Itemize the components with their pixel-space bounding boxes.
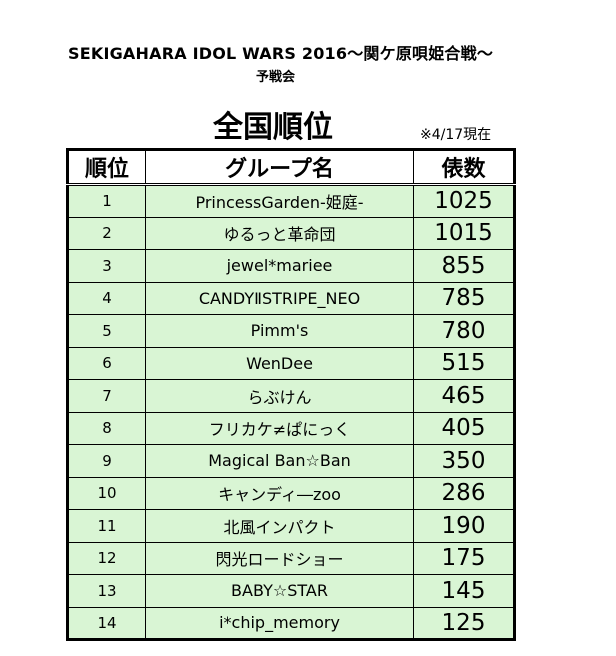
group-name-cell: 北風インパクト <box>145 509 414 543</box>
votes-cell: 175 <box>413 541 516 575</box>
rank-cell: 1 <box>66 184 146 218</box>
rank-cell: 4 <box>66 281 146 315</box>
column-header-rank: 順位 <box>66 148 146 186</box>
group-name-cell: WenDee <box>145 346 414 380</box>
table-row: 9 Magical Ban☆Ban 350 <box>66 444 516 478</box>
votes-cell: 1025 <box>413 184 516 218</box>
votes-cell: 780 <box>413 314 516 348</box>
votes-cell: 286 <box>413 476 516 510</box>
table-row: 5 Pimm's 780 <box>66 314 516 348</box>
rank-cell: 10 <box>66 476 146 510</box>
table-header-row: 順位 グループ名 俵数 <box>66 148 516 186</box>
votes-cell: 515 <box>413 346 516 380</box>
table-row: 14 i*chip_memory 125 <box>66 606 516 641</box>
votes-cell: 350 <box>413 444 516 478</box>
group-name-cell: PrincessGarden-姫庭- <box>145 184 414 218</box>
votes-cell: 1015 <box>413 216 516 250</box>
group-name-cell: i*chip_memory <box>145 606 414 641</box>
votes-cell: 405 <box>413 411 516 445</box>
group-name-cell: jewel*mariee <box>145 249 414 283</box>
ranking-heading: 全国順位 <box>213 110 333 145</box>
rank-cell: 13 <box>66 574 146 608</box>
rank-cell: 3 <box>66 249 146 283</box>
rank-cell: 2 <box>66 216 146 250</box>
rank-cell: 11 <box>66 509 146 543</box>
group-name-cell: CANDYⅡSTRIPE_NEO <box>145 281 414 315</box>
table-row: 3 jewel*mariee 855 <box>66 249 516 283</box>
votes-cell: 190 <box>413 509 516 543</box>
table-row: 8 フリカケ≠ぱにっく 405 <box>66 411 516 445</box>
votes-cell: 785 <box>413 281 516 315</box>
group-name-cell: らぶけん <box>145 379 414 413</box>
group-name-cell: Pimm's <box>145 314 414 348</box>
table-row: 1 PrincessGarden-姫庭- 1025 <box>66 184 516 218</box>
table-row: 11 北風インパクト 190 <box>66 509 516 543</box>
ranking-table-body: 1 PrincessGarden-姫庭- 1025 2 ゆるっと革命団 1015 3 jewe… <box>66 184 516 641</box>
rank-cell: 12 <box>66 541 146 575</box>
votes-cell: 855 <box>413 249 516 283</box>
table-row: 12 閃光ロードショー 175 <box>66 541 516 575</box>
rank-cell: 9 <box>66 444 146 478</box>
rank-cell: 6 <box>66 346 146 380</box>
event-subtitle: 予戦会 <box>256 70 296 85</box>
column-header-group: グループ名 <box>145 148 414 186</box>
table-row: 4 CANDYⅡSTRIPE_NEO 785 <box>66 281 516 315</box>
group-name-cell: キャンディ―zoo <box>145 476 414 510</box>
date-note: ※4/17現在 <box>420 127 492 143</box>
table-row: 2 ゆるっと革命団 1015 <box>66 216 516 250</box>
group-name-cell: ゆるっと革命団 <box>145 216 414 250</box>
rank-cell: 8 <box>66 411 146 445</box>
votes-cell: 125 <box>413 606 516 641</box>
event-title: SEKIGAHARA IDOL WARS 2016～関ケ原唄姫合戦～ <box>68 44 494 63</box>
rank-cell: 7 <box>66 379 146 413</box>
group-name-cell: Magical Ban☆Ban <box>145 444 414 478</box>
rank-cell: 5 <box>66 314 146 348</box>
group-name-cell: 閃光ロードショー <box>145 541 414 575</box>
column-header-votes: 俵数 <box>413 148 516 186</box>
ranking-table: 順位 グループ名 俵数 1 PrincessGarden-姫庭- 1025 2 ゆるっと… <box>66 148 516 641</box>
rank-cell: 14 <box>66 606 146 641</box>
votes-cell: 145 <box>413 574 516 608</box>
table-row: 7 らぶけん 465 <box>66 379 516 413</box>
table-row: 6 WenDee 515 <box>66 346 516 380</box>
group-name-cell: BABY☆STAR <box>145 574 414 608</box>
table-row: 13 BABY☆STAR 145 <box>66 574 516 608</box>
group-name-cell: フリカケ≠ぱにっく <box>145 411 414 445</box>
table-row: 10 キャンディ―zoo 286 <box>66 476 516 510</box>
votes-cell: 465 <box>413 379 516 413</box>
